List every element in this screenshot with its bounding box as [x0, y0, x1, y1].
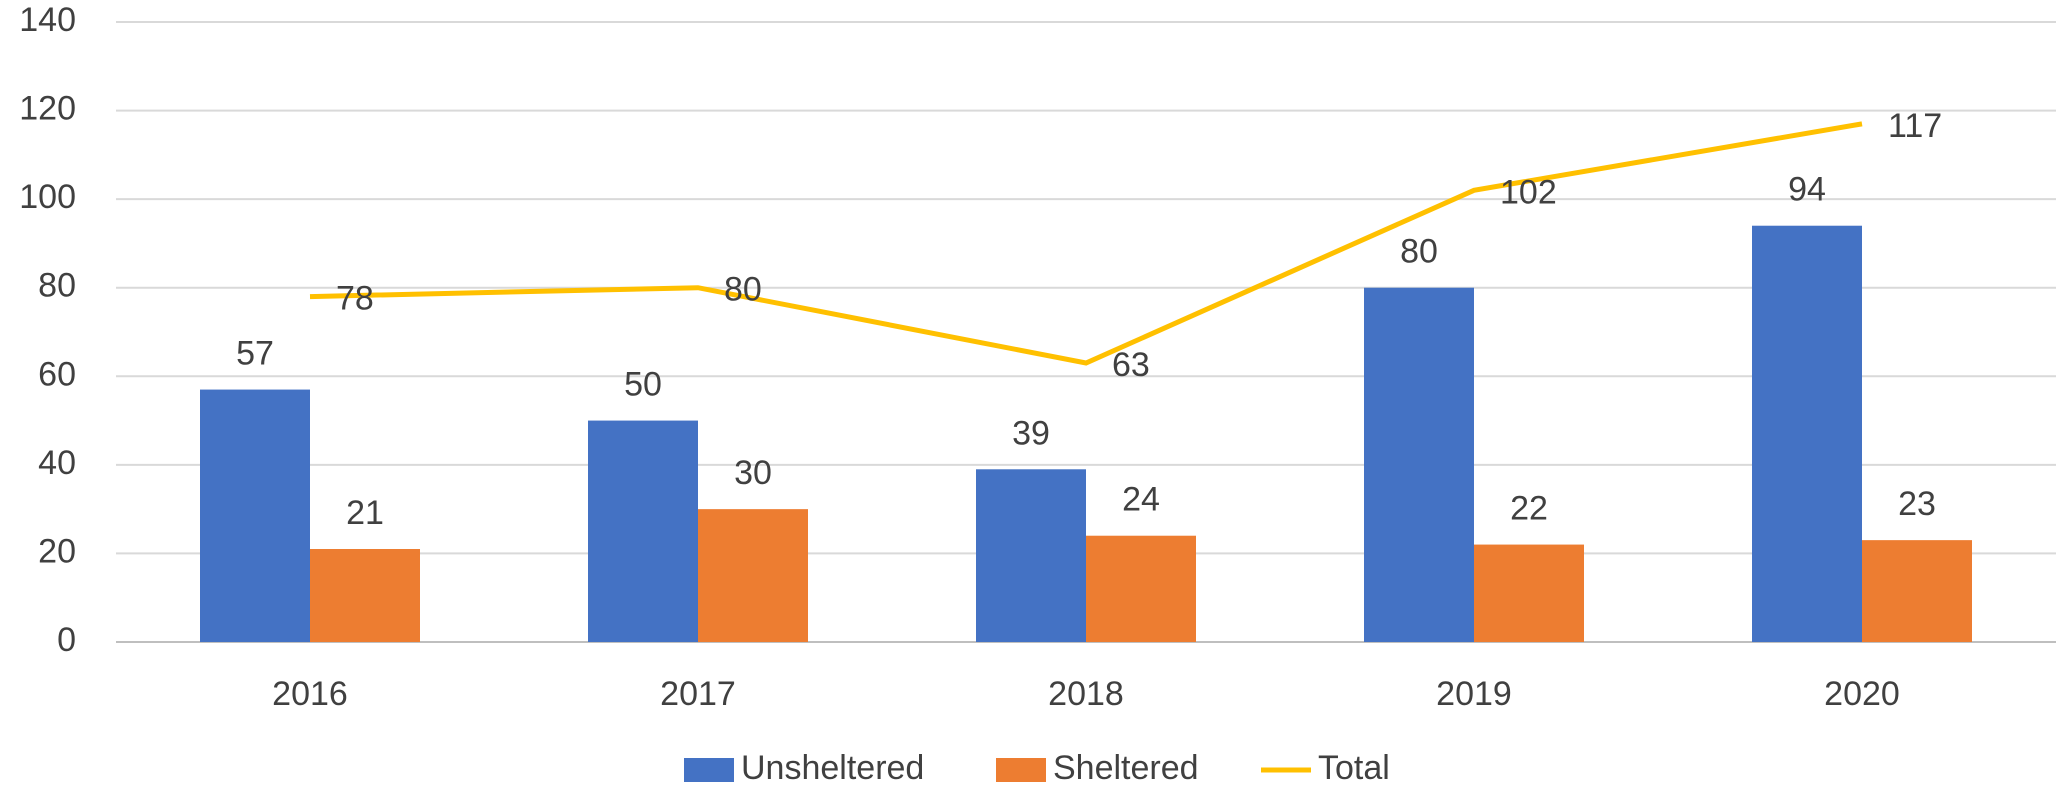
data-label: 50 [624, 366, 662, 404]
bar [588, 420, 698, 642]
legend-label: Sheltered [1053, 749, 1199, 787]
data-label: 23 [1898, 485, 1936, 523]
bar [1086, 535, 1196, 642]
data-label: 94 [1788, 171, 1826, 209]
y-tick-label: 140 [19, 1, 76, 39]
y-tick-label: 60 [38, 355, 76, 393]
data-label: 80 [724, 271, 762, 309]
y-tick-label: 0 [57, 621, 76, 659]
legend-marker [684, 758, 734, 782]
data-label: 63 [1112, 346, 1150, 384]
data-label: 117 [1888, 107, 1942, 145]
line [309, 121, 1863, 366]
x-tick-label: 2016 [272, 675, 348, 713]
data-label: 24 [1122, 481, 1160, 519]
y-tick-label: 100 [19, 178, 76, 216]
data-label: 102 [1500, 173, 1557, 211]
y-tick-label: 120 [19, 90, 76, 128]
bar [1474, 544, 1584, 642]
legend-label: Unsheltered [741, 749, 924, 787]
data-label: 21 [346, 494, 384, 532]
bar [976, 469, 1086, 642]
bar [698, 509, 808, 642]
data-label: 30 [734, 454, 772, 492]
bar [310, 549, 420, 642]
x-tick-label: 2020 [1824, 675, 1900, 713]
y-tick-label: 20 [38, 532, 76, 570]
x-tick-label: 2019 [1436, 675, 1512, 713]
bar [1862, 540, 1972, 642]
data-label: 80 [1400, 233, 1438, 271]
bar [200, 389, 310, 642]
x-tick-label: 2017 [660, 675, 736, 713]
legend-marker [996, 758, 1046, 782]
data-label: 57 [236, 335, 274, 373]
y-tick-label: 40 [38, 444, 76, 482]
legend-label: Total [1318, 749, 1390, 787]
data-label: 39 [1012, 414, 1050, 452]
y-tick-label: 80 [38, 267, 76, 305]
bar [1752, 225, 1862, 642]
x-tick-label: 2018 [1048, 675, 1124, 713]
data-label: 22 [1510, 490, 1548, 528]
bar [1364, 287, 1474, 642]
data-label: 78 [336, 280, 374, 318]
